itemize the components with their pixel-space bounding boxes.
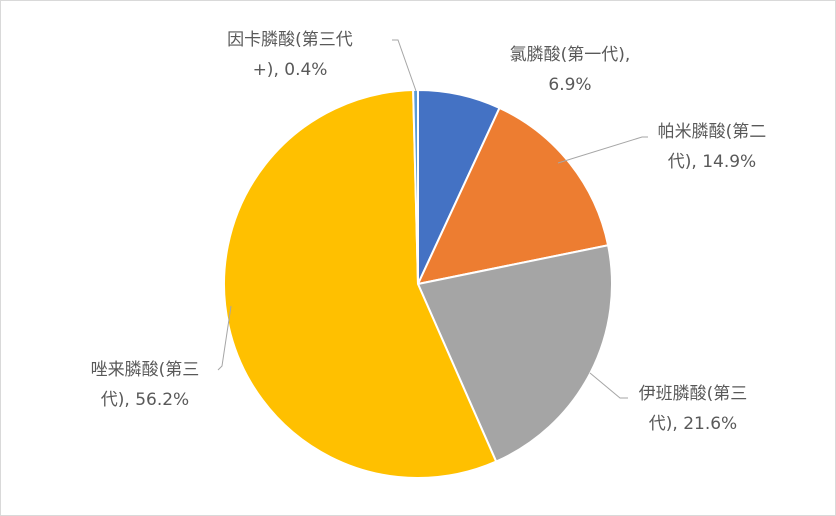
pie-slices — [223, 88, 613, 479]
leader-lines — [217, 39, 648, 399]
pie-slice-zoledronate — [223, 89, 498, 479]
leader-line-pamidronate — [557, 136, 648, 164]
data-label-line: 唑来膦酸(第三 — [91, 360, 200, 380]
pie-slice-pamidronate — [416, 106, 610, 286]
data-label-incadronate: 因卡膦酸(第三代 +), 0.4% — [227, 30, 353, 80]
leader-line-zoledronate — [217, 305, 232, 371]
data-label-ibandronate: 伊班膦酸(第三代), 21.6% — [639, 384, 748, 434]
data-label-line: +), 0.4% — [253, 60, 328, 80]
data-label-pamidronate: 帕米膦酸(第二代), 14.9% — [658, 122, 767, 172]
data-label-line: 代), 14.9% — [668, 152, 756, 172]
leader-line-ibandronate — [589, 372, 628, 399]
data-label-line: 代), 56.2% — [101, 390, 189, 410]
data-label-line: 6.9% — [548, 75, 591, 95]
data-label-line: 帕米膦酸(第二 — [658, 122, 767, 142]
data-label-line: 氯膦酸(第一代), — [510, 45, 631, 65]
data-label-line: 伊班膦酸(第三 — [639, 384, 748, 404]
data-label-clodronate: 氯膦酸(第一代), 6.9% — [510, 45, 631, 95]
leader-line-incadronate — [392, 39, 417, 92]
data-label-line: 因卡膦酸(第三代 — [227, 30, 353, 50]
data-label-zoledronate: 唑来膦酸(第三代), 56.2% — [91, 360, 200, 410]
data-label-line: 代), 21.6% — [649, 414, 737, 434]
data-labels: 氯膦酸(第一代), 6.9%帕米膦酸(第二代), 14.9%伊班膦酸(第三代), … — [91, 30, 767, 434]
